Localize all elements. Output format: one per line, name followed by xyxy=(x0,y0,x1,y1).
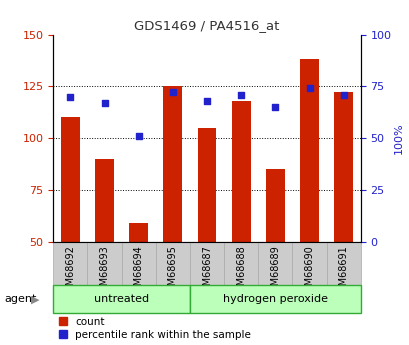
Bar xyxy=(95,159,114,242)
FancyBboxPatch shape xyxy=(53,285,189,313)
FancyBboxPatch shape xyxy=(224,241,258,285)
Text: GSM68695: GSM68695 xyxy=(167,245,178,298)
Legend: count, percentile rank within the sample: count, percentile rank within the sample xyxy=(58,317,250,340)
Point xyxy=(135,133,142,139)
FancyBboxPatch shape xyxy=(189,285,360,313)
Bar xyxy=(265,169,284,241)
Text: GSM68687: GSM68687 xyxy=(202,245,211,298)
Bar xyxy=(163,86,182,241)
Text: GSM68692: GSM68692 xyxy=(65,245,75,298)
FancyBboxPatch shape xyxy=(292,241,326,285)
Bar xyxy=(231,101,250,242)
Title: GDS1469 / PA4516_at: GDS1469 / PA4516_at xyxy=(134,19,279,32)
FancyBboxPatch shape xyxy=(87,241,121,285)
Point xyxy=(67,94,74,99)
FancyBboxPatch shape xyxy=(258,241,292,285)
Point xyxy=(272,104,278,110)
FancyBboxPatch shape xyxy=(155,241,189,285)
Bar xyxy=(61,117,80,242)
Text: ▶: ▶ xyxy=(31,295,39,304)
Text: GSM68694: GSM68694 xyxy=(133,245,144,298)
FancyBboxPatch shape xyxy=(189,241,224,285)
FancyBboxPatch shape xyxy=(326,241,360,285)
Text: untreated: untreated xyxy=(94,294,149,304)
Text: GSM68693: GSM68693 xyxy=(99,245,109,298)
Text: hydrogen peroxide: hydrogen peroxide xyxy=(222,294,327,304)
FancyBboxPatch shape xyxy=(53,241,87,285)
Text: GSM68689: GSM68689 xyxy=(270,245,280,298)
Bar xyxy=(129,223,148,241)
Bar xyxy=(333,92,352,242)
Y-axis label: 100%: 100% xyxy=(393,122,403,154)
Point xyxy=(203,98,210,104)
Bar xyxy=(299,59,318,242)
Point xyxy=(169,90,176,95)
Text: GSM68688: GSM68688 xyxy=(236,245,246,298)
Point xyxy=(101,100,108,106)
FancyBboxPatch shape xyxy=(121,241,155,285)
Point xyxy=(339,92,346,97)
Text: GSM68690: GSM68690 xyxy=(304,245,314,298)
Point xyxy=(237,92,244,97)
Bar xyxy=(197,128,216,241)
Point xyxy=(306,86,312,91)
Text: agent: agent xyxy=(4,295,36,304)
Text: GSM68691: GSM68691 xyxy=(338,245,348,298)
